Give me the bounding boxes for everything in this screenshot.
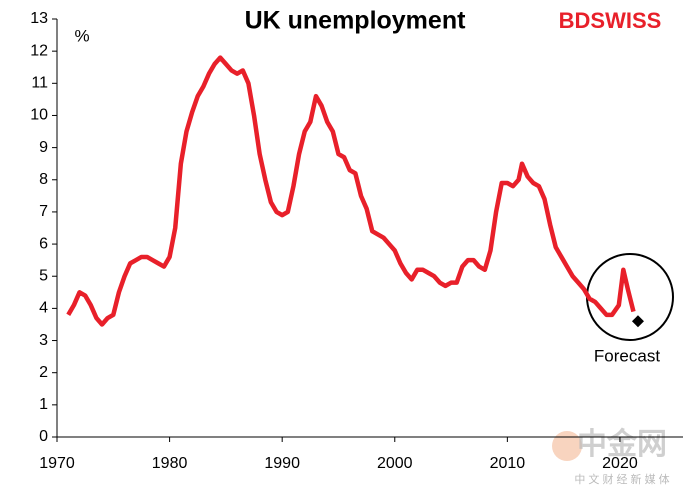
y-tick-label: 2 (39, 364, 48, 381)
y-tick-label: 3 (39, 332, 48, 349)
x-tick-label: 1990 (264, 455, 300, 472)
x-tick-label: 2020 (602, 455, 638, 472)
watermark-brand: 中金网 (577, 427, 667, 461)
y-tick-label: 9 (39, 139, 48, 156)
y-tick-label: 8 (39, 171, 48, 188)
y-unit: % (74, 26, 89, 45)
watermark-icon (552, 431, 582, 461)
y-tick-label: 4 (39, 300, 48, 317)
y-tick-label: 10 (30, 107, 48, 124)
x-tick-label: 2010 (490, 455, 526, 472)
forecast-label: Forecast (594, 346, 660, 365)
logo: BDSWISS (559, 8, 662, 33)
y-tick-label: 6 (39, 235, 48, 252)
y-tick-label: 0 (39, 428, 48, 445)
forecast-marker (631, 315, 644, 328)
y-tick-label: 7 (39, 203, 48, 220)
data-line (66, 55, 636, 327)
chart-title: UK unemployment (245, 7, 467, 35)
x-tick-label: 2000 (377, 455, 413, 472)
y-tick-label: 5 (39, 267, 48, 284)
x-tick-label: 1970 (39, 455, 75, 472)
x-tick-label: 1980 (152, 455, 188, 472)
y-tick-label: 1 (39, 396, 48, 413)
y-tick-label: 12 (30, 42, 48, 59)
y-tick-label: 13 (30, 10, 48, 27)
y-tick-label: 11 (31, 75, 48, 92)
watermark-tagline: 中 文 财 经 新 媒 体 (574, 472, 669, 486)
